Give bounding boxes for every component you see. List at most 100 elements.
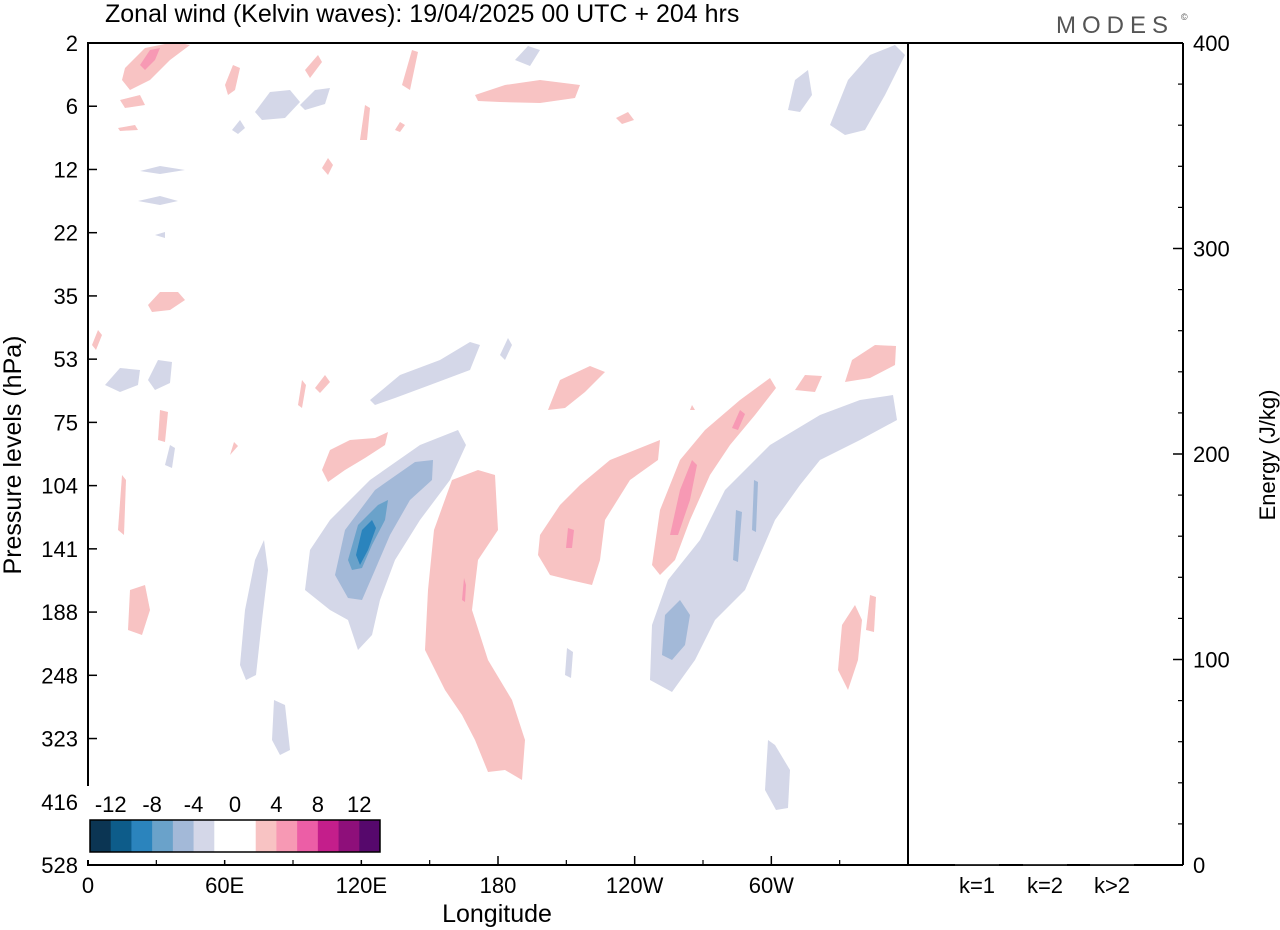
contour-positive xyxy=(225,65,240,95)
colorbar-swatch xyxy=(235,820,257,852)
contour-positive xyxy=(795,375,822,392)
contour-positive xyxy=(122,43,190,90)
contour-positive xyxy=(548,366,605,410)
colorbar-swatch xyxy=(193,820,215,852)
contour-positive xyxy=(322,158,333,175)
contour-positive xyxy=(118,475,126,535)
y-tick-label: 75 xyxy=(54,410,78,435)
contour-positive xyxy=(652,378,776,575)
colorbar-label: -8 xyxy=(142,792,162,817)
contour-positive-core xyxy=(566,528,574,548)
colorbar-label: 8 xyxy=(312,792,324,817)
colorbar: -12 -8 -4 0 4 8 12 xyxy=(85,786,385,860)
colorbar-label: 12 xyxy=(347,792,371,817)
contour-negative xyxy=(140,166,185,174)
contour-negative xyxy=(240,540,268,680)
contour-positive xyxy=(118,125,138,131)
chart-title: Zonal wind (Kelvin waves): 19/04/2025 00… xyxy=(105,0,739,28)
energy-category-label: k=2 xyxy=(1027,873,1063,898)
y-tick-label: 35 xyxy=(54,284,78,309)
y-tick-label: 104 xyxy=(41,474,78,499)
colorbar-swatch xyxy=(338,820,360,852)
contour-positive xyxy=(360,105,370,140)
colorbar-label: -12 xyxy=(95,792,127,817)
modes-logo-mark: © xyxy=(1181,12,1194,22)
colorbar-swatch xyxy=(90,820,112,852)
contour-negative-mid xyxy=(733,510,742,562)
energy-tick-label: 400 xyxy=(1193,31,1230,56)
colorbar-swatch xyxy=(172,820,195,852)
contour-negative-core xyxy=(356,520,376,565)
colorbar-frame xyxy=(89,819,381,853)
colorbar-swatch xyxy=(255,820,277,852)
contour-negative xyxy=(788,70,812,112)
contour-positive xyxy=(230,442,238,455)
energy-tick-label: 0 xyxy=(1193,853,1205,878)
energy-axis-label: Energy (J/kg) xyxy=(1255,390,1280,521)
contour-positive xyxy=(425,470,525,780)
x-tick-label: 120E xyxy=(336,873,387,898)
colorbar-swatch xyxy=(276,820,298,852)
contour-positive xyxy=(148,292,185,312)
contour-negative-mid xyxy=(662,600,690,660)
colorbar-label: 4 xyxy=(270,792,282,817)
energy-panel: k=1 k=2 k>2 xyxy=(955,864,1134,898)
contour-positive xyxy=(92,330,102,350)
colorbar-swatch xyxy=(152,820,174,852)
y-tick-label: 528 xyxy=(41,853,78,878)
contour-positive xyxy=(616,112,634,124)
x-tick-label: 60W xyxy=(749,873,794,898)
contour-positive xyxy=(395,122,405,132)
contour-negative xyxy=(255,90,300,120)
contour-positive xyxy=(690,405,695,410)
y-tick-label: 248 xyxy=(41,663,78,688)
y-tick-label: 141 xyxy=(41,537,78,562)
contour-fields xyxy=(92,43,905,810)
contour-negative xyxy=(500,338,512,360)
modes-logo: MODES xyxy=(1056,12,1174,39)
colorbar-swatch xyxy=(317,820,340,852)
contour-negative-mid xyxy=(752,480,758,532)
energy-category-label: k>2 xyxy=(1094,873,1130,898)
x-tick-label: 60E xyxy=(205,873,244,898)
contour-negative xyxy=(138,196,178,205)
energy-category-label: k=1 xyxy=(959,873,995,898)
contour-positive xyxy=(866,595,876,632)
contour-positive xyxy=(128,585,150,635)
contour-positive-core xyxy=(140,48,160,70)
contour-negative xyxy=(565,648,573,678)
contour-negative xyxy=(272,700,290,755)
colorbar-swatch xyxy=(359,820,381,852)
contour-positive-core xyxy=(732,410,745,430)
contour-negative xyxy=(148,360,172,390)
y-tick-label: 188 xyxy=(41,600,78,625)
y-tick-label: 2 xyxy=(66,31,78,56)
contour-negative xyxy=(165,445,175,468)
energy-tick-label: 200 xyxy=(1193,442,1230,467)
energy-bar xyxy=(955,864,999,866)
colorbar-swatch xyxy=(131,820,153,852)
contour-positive xyxy=(298,380,306,408)
y-tick-label: 53 xyxy=(54,347,78,372)
contour-negative xyxy=(650,395,897,692)
contour-positive xyxy=(402,50,418,90)
contour-positive xyxy=(838,605,862,690)
contour-negative xyxy=(300,88,330,110)
energy-bar xyxy=(1023,864,1067,866)
energy-tick-label: 300 xyxy=(1193,237,1230,262)
y-axis-label: Pressure levels (hPa) xyxy=(0,336,27,575)
x-tick-label: 180 xyxy=(480,873,517,898)
contour-positive xyxy=(315,375,330,393)
x-axis-label: Longitude xyxy=(442,900,552,928)
contour-positive xyxy=(322,432,388,482)
contour-positive xyxy=(158,410,168,442)
x-tick-label: 0 xyxy=(82,873,94,898)
colorbar-label: 0 xyxy=(229,792,241,817)
contour-positive xyxy=(475,80,580,103)
energy-bar xyxy=(1090,864,1134,866)
y-tick-label: 323 xyxy=(41,727,78,752)
colorbar-swatch xyxy=(214,820,236,852)
contour-negative xyxy=(232,120,245,134)
